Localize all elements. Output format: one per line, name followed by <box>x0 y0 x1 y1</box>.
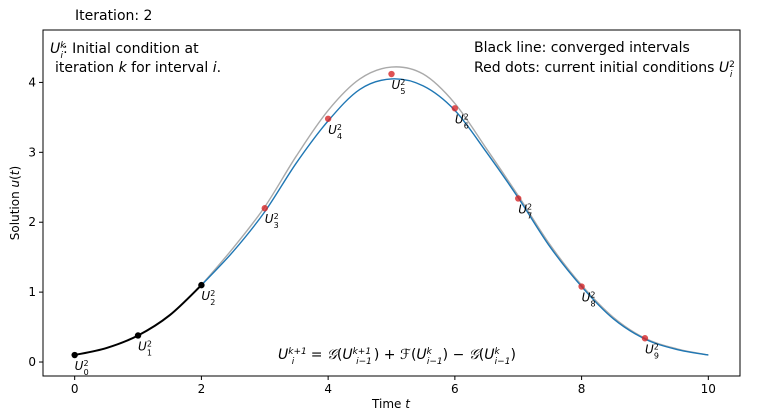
series-lines <box>74 66 709 357</box>
iteration-title: Iteration: 2 <box>75 8 152 24</box>
point-label-u9: U2 9 <box>645 342 659 360</box>
point-label-u3: U2 3 <box>265 212 279 230</box>
point-label-u6: U2 6 <box>455 112 469 130</box>
point-u8 <box>578 283 585 290</box>
point-label-u8: U2 8 <box>582 290 596 308</box>
plot-frame <box>42 29 741 377</box>
annotation-right-line2: Red dots: current initial conditions U2 i <box>474 60 735 80</box>
point-u2 <box>198 281 205 289</box>
series-line-coarse <box>200 66 709 356</box>
x-tick-label: 10 <box>701 382 716 396</box>
y-tick-label: 3 <box>28 145 36 159</box>
point-label-u2: U2 2 <box>201 289 215 307</box>
plot-area <box>42 29 741 377</box>
point-u1 <box>134 332 142 339</box>
x-tick-label: 4 <box>324 382 332 396</box>
y-tick-label: 1 <box>28 285 36 299</box>
point-u5 <box>388 70 395 78</box>
point-label-u1: U2 1 <box>138 339 152 357</box>
x-tick-label: 0 <box>71 382 79 396</box>
axis-ticks: 0 2 4 6 8 10 0 1 2 3 4 <box>28 75 716 396</box>
y-axis-label: Solution u(t) <box>8 166 22 240</box>
point-label-u7: U2 7 <box>518 202 532 220</box>
annotation-left-line1: Uk i: Initial condition at <box>50 41 199 61</box>
point-label-u4: U2 4 <box>328 122 342 140</box>
x-axis-label: Time t <box>371 397 411 411</box>
x-tick-label: 2 <box>198 382 206 396</box>
point-u7 <box>515 195 522 202</box>
y-tick-label: 2 <box>28 215 36 229</box>
point-label-u5: U2 5 <box>392 78 406 96</box>
point-label-u0: U2 0 <box>75 359 89 377</box>
update-formula: Uk+1 i = 𝒢(Uk+1 i−1) + ℱ(Uk i−1) − 𝒢(Uk i−1) <box>278 347 516 367</box>
point-u6 <box>451 105 459 112</box>
y-tick-label: 0 <box>28 355 36 369</box>
annotation-left-line2: iteration k for interval i. <box>55 60 221 76</box>
point-u9 <box>641 335 649 342</box>
data-points: U2 0 U2 1 U2 2 U2 3 U2 4 U2 5 U2 6 U2 7 U2 8 U2 9 <box>71 70 659 377</box>
point-u0 <box>71 351 78 359</box>
y-tick-label: 4 <box>28 75 36 89</box>
point-u3 <box>261 205 268 212</box>
x-tick-label: 8 <box>578 382 586 396</box>
x-tick-label: 6 <box>451 382 459 396</box>
annotation-right-line1: Black line: converged intervals <box>474 40 690 56</box>
point-u4 <box>324 115 332 122</box>
